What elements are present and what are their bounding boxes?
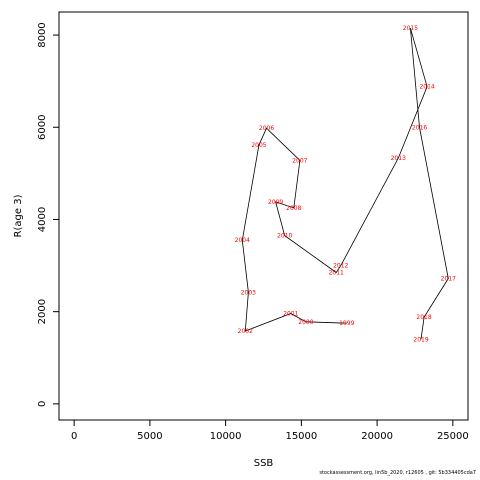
x-tick-label: 25000	[437, 431, 469, 442]
point-label-2016: 2016	[412, 124, 427, 131]
point-label-2011: 2011	[329, 269, 344, 276]
point-label-2001: 2001	[283, 311, 298, 318]
point-label-2015: 2015	[403, 25, 418, 32]
point-label-2002: 2002	[238, 328, 253, 335]
x-tick-label: 20000	[361, 431, 393, 442]
x-tick-label: 15000	[285, 431, 317, 442]
y-tick-label: 0	[37, 401, 48, 407]
x-tick-label: 0	[71, 431, 77, 442]
point-label-2009: 2009	[268, 199, 283, 206]
point-label-2007: 2007	[292, 157, 307, 164]
point-label-2006: 2006	[259, 125, 274, 132]
axes: 0 5000 10000 15000 20000 25000 0 2000 4000 6000 80…	[37, 22, 469, 442]
y-axis-label: R(age 3)	[13, 194, 24, 237]
x-tick-label: 5000	[137, 431, 162, 442]
point-label-2010: 2010	[277, 233, 292, 240]
series-line	[241, 27, 449, 340]
point-label-2000: 2000	[298, 319, 313, 326]
y-tick-label: 2000	[37, 299, 48, 324]
point-label-2008: 2008	[286, 205, 301, 212]
point-label-2014: 2014	[419, 84, 434, 91]
x-axis-label: SSB	[254, 458, 274, 469]
point-label-2003: 2003	[241, 289, 256, 296]
y-tick-label: 6000	[37, 115, 48, 140]
y-tick-label: 4000	[37, 207, 48, 232]
point-label-2018: 2018	[416, 314, 431, 321]
point-label-2019: 2019	[413, 336, 428, 343]
footer-credit: stockassessment.org, lin5b_2020, r12605 …	[319, 470, 476, 476]
point-label-2013: 2013	[391, 155, 406, 162]
point-label-1999: 1999	[339, 320, 354, 327]
y-tick-label: 8000	[37, 22, 48, 47]
point-label-2004: 2004	[235, 237, 250, 244]
plot-frame	[58, 11, 469, 421]
x-tick-label: 10000	[210, 431, 242, 442]
point-label-2017: 2017	[441, 275, 456, 282]
point-label-2012: 2012	[333, 263, 348, 270]
point-label-2005: 2005	[251, 142, 266, 149]
